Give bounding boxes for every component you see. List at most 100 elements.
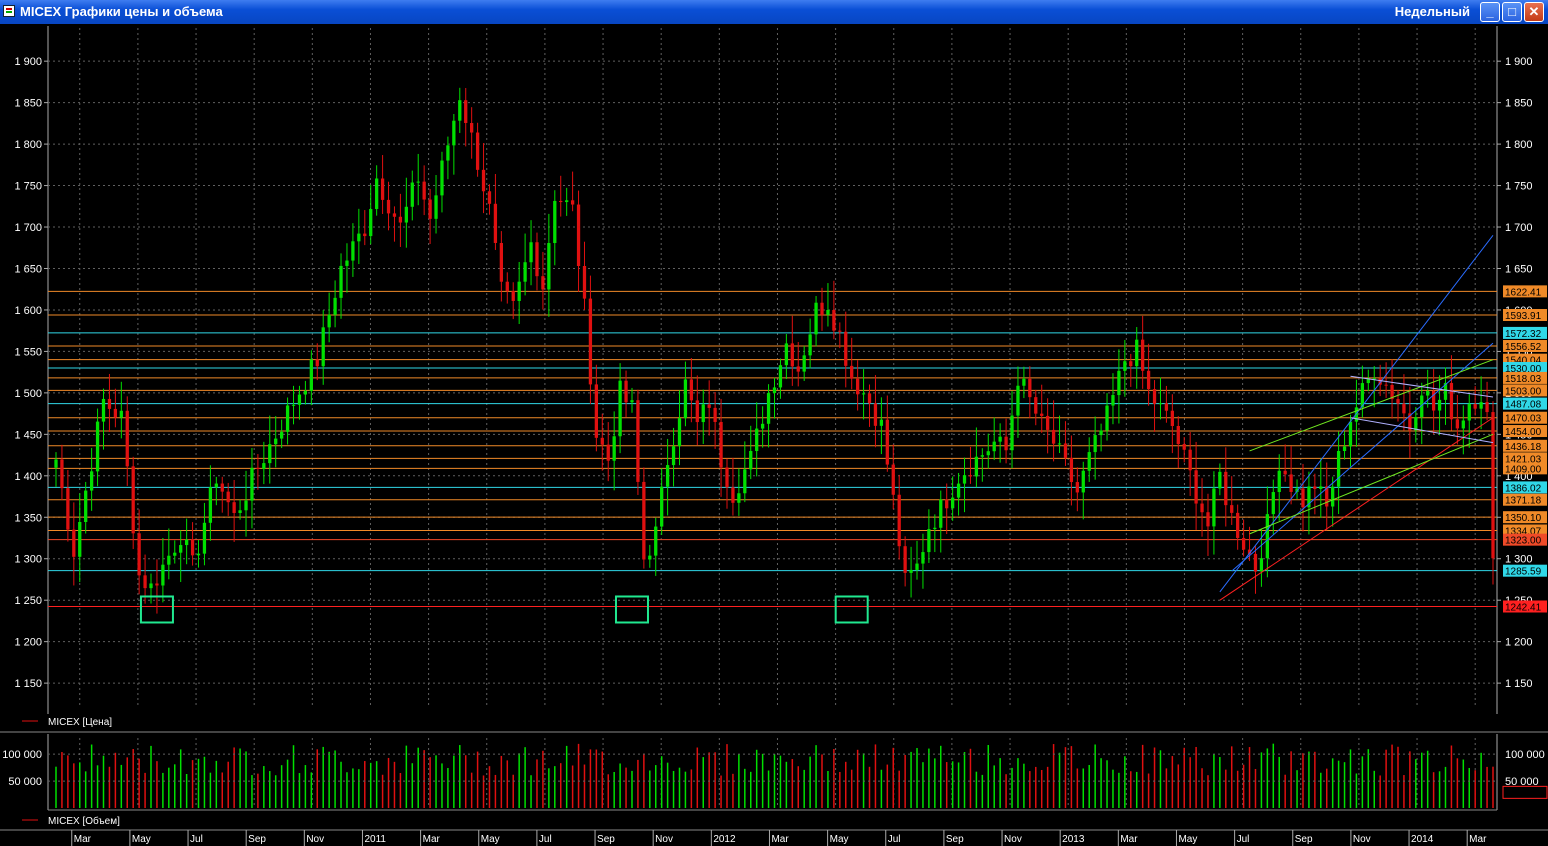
candle-body	[1354, 407, 1359, 422]
level-label: 1436.18	[1505, 442, 1542, 453]
time-tick-label: Mar	[771, 834, 789, 845]
candle-body	[1331, 486, 1335, 507]
y-tick-label-right: 1 700	[1505, 222, 1533, 234]
candle-body	[671, 446, 676, 466]
candle-body	[570, 200, 575, 205]
minimize-button[interactable]: _	[1480, 2, 1500, 22]
candle-body	[184, 539, 189, 546]
candle-body	[636, 400, 640, 482]
candle-body	[683, 379, 688, 419]
candle-body	[695, 400, 699, 423]
candle-body	[1420, 395, 1424, 418]
candle-body	[1479, 402, 1483, 409]
candle-body	[808, 334, 812, 356]
candle-body	[481, 169, 486, 192]
candle-body	[398, 216, 403, 223]
level-label: 1503.00	[1505, 386, 1542, 397]
candle-body	[1390, 384, 1394, 400]
candle-body	[707, 404, 711, 408]
candle-body	[933, 527, 937, 530]
maximize-button[interactable]: □	[1502, 2, 1522, 22]
trend-line	[1219, 417, 1494, 601]
candle-body	[72, 529, 76, 557]
volume-tick-left: 50 000	[8, 776, 42, 788]
candle-body	[559, 200, 563, 203]
time-tick-label: 2013	[1062, 834, 1085, 845]
candle-body	[820, 302, 824, 315]
candle-body	[1022, 378, 1026, 386]
candle-body	[1146, 370, 1151, 390]
candle-body	[487, 191, 492, 204]
level-label: 1556.52	[1505, 342, 1542, 353]
timeframe-label[interactable]: Недельный	[1394, 4, 1470, 19]
volume-legend: MICEX [Объем]	[48, 815, 120, 827]
level-tag	[1503, 362, 1547, 374]
time-tick-label: Sep	[597, 834, 615, 845]
candle-body	[1111, 395, 1115, 406]
candle-body	[980, 455, 984, 457]
candle-body	[179, 545, 183, 553]
candle-body	[1336, 451, 1341, 487]
candle-body	[665, 465, 670, 487]
candle-body	[1206, 512, 1210, 527]
level-tag	[1503, 439, 1547, 452]
candle-body	[939, 499, 943, 528]
candle-body	[1426, 391, 1430, 396]
candle-body	[380, 178, 385, 200]
y-tick-label-left: 1 400	[14, 471, 42, 483]
candle-body	[1164, 403, 1169, 411]
y-tick-label-left: 1 350	[14, 512, 42, 524]
candle-body	[743, 469, 747, 494]
candle-body	[1135, 339, 1139, 367]
candle-body	[1253, 553, 1258, 572]
candle-body	[1265, 514, 1269, 559]
level-tag	[1503, 309, 1547, 322]
candle-body	[95, 421, 100, 472]
candle-body	[1402, 403, 1406, 414]
level-tag	[1503, 600, 1547, 613]
app-icon	[3, 5, 15, 17]
candle-body	[784, 343, 789, 366]
candle-body	[660, 486, 664, 527]
candle-body	[1372, 378, 1376, 380]
candle-body	[755, 428, 759, 451]
volume-tick-right: 100 000	[1505, 749, 1545, 761]
level-tag	[1503, 285, 1547, 298]
candle-body	[962, 475, 967, 484]
candle-body	[357, 233, 361, 242]
candle-body	[470, 123, 474, 133]
close-button[interactable]: ✕	[1524, 2, 1544, 22]
candle-body	[66, 488, 70, 530]
candle-body	[1230, 505, 1234, 513]
highlight-box	[834, 595, 869, 624]
candle-body	[719, 421, 723, 468]
candle-body	[1319, 486, 1323, 489]
candle-body	[1414, 417, 1418, 431]
candle-body	[713, 407, 717, 422]
candle-body	[618, 380, 622, 437]
candle-body	[1295, 488, 1299, 492]
candle-body	[1473, 403, 1477, 409]
time-tick-label: Nov	[1353, 834, 1371, 845]
level-label: 1242.41	[1505, 602, 1542, 613]
candle-body	[1063, 443, 1068, 458]
candle-body	[155, 583, 159, 586]
candle-body	[921, 552, 925, 564]
level-tag	[1503, 452, 1547, 465]
candle-body	[410, 182, 414, 207]
y-tick-label-right: 1 850	[1505, 98, 1533, 110]
level-tag	[1503, 511, 1547, 524]
candle-body	[945, 499, 949, 509]
candle-body	[1236, 512, 1240, 538]
candle-body	[1081, 470, 1085, 493]
candle-body	[1141, 339, 1145, 371]
level-tag	[1503, 384, 1547, 397]
y-tick-label-left: 1 750	[14, 181, 42, 193]
trend-line	[1350, 375, 1494, 398]
candle-body	[642, 481, 646, 560]
candle-body	[392, 213, 397, 217]
candle-body	[505, 281, 509, 292]
candle-body	[345, 260, 349, 266]
candle-body	[600, 437, 604, 445]
